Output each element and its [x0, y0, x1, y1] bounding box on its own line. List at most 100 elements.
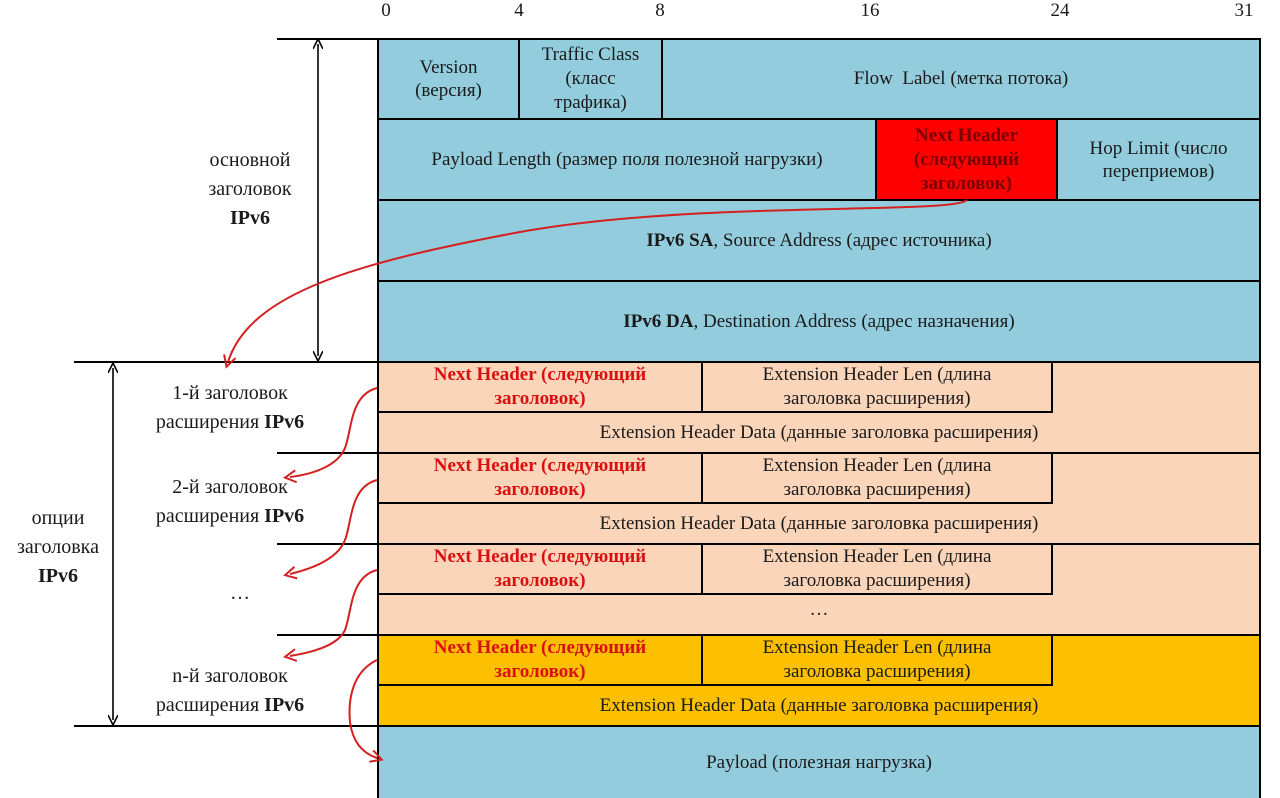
col-8-border — [661, 38, 663, 119]
top-border — [277, 38, 1260, 40]
row-2-border — [378, 199, 1260, 201]
ellipsis-label: … — [180, 579, 300, 608]
ext-header-2-len: Extension Header Len (длина заголовка рас… — [702, 453, 1052, 503]
ext-3-col-border-a — [701, 544, 703, 594]
destination-address-abbr: IPv6 DA — [623, 311, 694, 332]
options-label-line3: IPv6 — [38, 565, 78, 587]
ext-2-label: 2-й заголовок расширения IPv6 — [120, 473, 340, 531]
ext-2-bottom-border — [277, 543, 1260, 545]
next-header-arrow-n — [348, 659, 377, 758]
ext-header-n-next-header-label: Next Header (следующий — [433, 637, 647, 658]
ext-header-1-len-sublabel: заголовка расширения) — [783, 388, 971, 409]
hop-limit-label: Hop Limit (число — [1089, 137, 1228, 159]
ext-header-2-next-header-sublabel: заголовок) — [494, 479, 586, 500]
payload-length-field: Payload Length (размер поля полезной наг… — [378, 119, 876, 200]
ext-3-bottom-border — [277, 634, 1260, 636]
ext-2-label-ipv6: IPv6 — [264, 505, 305, 527]
ext-n-label: n-й заголовок расширения IPv6 — [120, 662, 340, 720]
ext-n-col-border-b — [1051, 635, 1053, 685]
ext-header-2-next-header: Next Header (следующий заголовок) — [378, 453, 702, 503]
payload-length-text: Payload Length (размер поля полезной наг… — [431, 149, 823, 170]
traffic-class-sublabel-1: (класс — [565, 67, 616, 89]
hop-limit-field: Hop Limit (число переприемов) — [1057, 119, 1260, 200]
main-options-border — [74, 361, 1260, 363]
table-right-border — [1259, 38, 1261, 798]
ext-header-n-bg — [378, 635, 1260, 726]
ext-header-3-data: … — [378, 594, 1260, 624]
ext-header-1-next-header: Next Header (следующий заголовок) — [378, 362, 702, 412]
ext-header-3-next-header-label: Next Header (следующий — [433, 546, 647, 567]
col-16-border — [875, 119, 877, 200]
ext-header-3-len-label: Extension Header Len (длина — [762, 546, 992, 567]
ext-header-1-bg — [378, 362, 1260, 453]
ext-header-n-next-header: Next Header (следующий заголовок) — [378, 635, 702, 685]
ext-header-n-len-label: Extension Header Len (длина — [762, 637, 992, 658]
traffic-class-label: Traffic Class — [541, 43, 640, 65]
version-field: Version (версия) — [378, 38, 519, 119]
main-header-label-line2: заголовок — [208, 178, 292, 200]
destination-address-field: IPv6 DA, Destination Address (адрес назн… — [378, 281, 1260, 362]
traffic-class-sublabel-2: трафика) — [554, 91, 627, 113]
ext-1-label-ipv6: IPv6 — [264, 411, 305, 433]
ext-2-col-border-b — [1051, 453, 1053, 503]
col-24-border — [1056, 119, 1058, 200]
options-label: опции заголовка IPv6 — [0, 504, 116, 591]
ext-header-2-data: Extension Header Data (данные заголовка … — [378, 503, 1260, 544]
ext-n-inner-border — [378, 684, 1053, 686]
ext-2-label-line1: 2-й заголовок — [172, 476, 288, 498]
main-header-label-line1: основной — [209, 149, 291, 171]
bit-tick-4: 4 — [514, 0, 524, 21]
ext-2-label-line2: расширения — [155, 505, 265, 527]
ext-header-1-data: Extension Header Data (данные заголовка … — [378, 412, 1260, 453]
bit-tick-31: 31 — [1234, 0, 1254, 21]
ext-header-n-next-header-sublabel: заголовок) — [494, 661, 586, 682]
bit-tick-24: 24 — [1050, 0, 1070, 21]
bit-tick-0: 0 — [381, 0, 391, 21]
traffic-class-field: Traffic Class (класс трафика) — [519, 38, 662, 119]
ellipsis-text: … — [230, 582, 250, 604]
ext-header-n-data-text: Extension Header Data (данные заголовка … — [599, 695, 1039, 716]
ext-n-label-line1: n-й заголовок — [172, 665, 288, 687]
ext-header-1-len: Extension Header Len (длина заголовка рас… — [702, 362, 1052, 412]
ext-header-3-len-sublabel: заголовка расширения) — [783, 570, 971, 591]
ext-1-label-line1: 1-й заголовок — [172, 382, 288, 404]
source-address-abbr: IPv6 SA — [646, 230, 714, 251]
ext-3-inner-border — [378, 593, 1053, 595]
source-address-field: IPv6 SA, Source Address (адрес источника… — [378, 200, 1260, 281]
ext-n-label-ipv6: IPv6 — [264, 694, 305, 716]
flow-label-field: Flow Label (метка потока) — [662, 38, 1260, 119]
ext-header-n-data: Extension Header Data (данные заголовка … — [378, 685, 1260, 726]
ext-header-1-next-header-label: Next Header (следующий — [433, 364, 647, 385]
ext-header-3-next-header-sublabel: заголовок) — [494, 570, 586, 591]
ext-1-label-line2: расширения — [155, 411, 265, 433]
version-sublabel: (версия) — [415, 79, 482, 101]
main-header-label: основной заголовок IPv6 — [180, 146, 320, 233]
payload-field: Payload (полезная нагрузка) — [378, 726, 1260, 798]
hop-limit-sublabel: переприемов) — [1102, 160, 1215, 182]
ext-1-col-border-a — [701, 362, 703, 412]
ext-1-inner-border — [378, 411, 1053, 413]
ext-2-inner-border — [378, 502, 1053, 504]
flow-label-text: Flow Label (метка потока) — [853, 68, 1069, 89]
ext-1-label: 1-й заголовок расширения IPv6 — [120, 379, 340, 437]
ext-header-n-len: Extension Header Len (длина заголовка рас… — [702, 635, 1052, 685]
ext-header-3-len: Extension Header Len (длина заголовка рас… — [702, 544, 1052, 594]
next-header-sublabel-2: заголовок) — [920, 172, 1013, 194]
bit-tick-8: 8 — [655, 0, 665, 21]
ext-header-1-next-header-sublabel: заголовок) — [494, 388, 586, 409]
main-header-label-line3: IPv6 — [230, 207, 270, 229]
options-label-line1: опции — [31, 507, 85, 529]
ext-header-2-data-text: Extension Header Data (данные заголовка … — [599, 513, 1039, 534]
ext-n-label-line2: расширения — [155, 694, 265, 716]
next-header-field: Next Header (следующий заголовок) — [876, 119, 1057, 200]
options-label-line2: заголовка — [17, 536, 99, 558]
col-4-border — [518, 38, 520, 119]
ext-1-col-border-b — [1051, 362, 1053, 412]
options-payload-border — [74, 725, 1260, 727]
ext-header-3-next-header: Next Header (следующий заголовок) — [378, 544, 702, 594]
ext-n-col-border-a — [701, 635, 703, 685]
row-3-border — [378, 280, 1260, 282]
next-header-arrow-3 — [290, 569, 378, 656]
next-header-label: Next Header — [915, 124, 1018, 146]
